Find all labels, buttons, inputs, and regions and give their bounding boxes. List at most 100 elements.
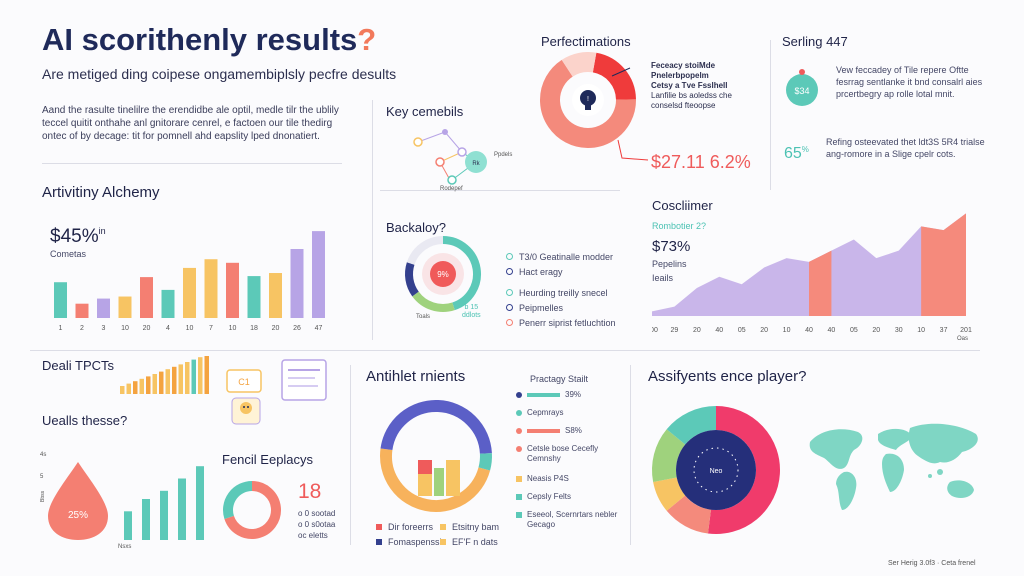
- activity-tick-label: 26: [293, 325, 301, 332]
- antihlet-legend: Dir foreerrs Etsitny bam Fomaspenssl EF'…: [376, 520, 514, 548]
- practagy-row: Cepmrays: [516, 408, 626, 418]
- antihlet-slice: [478, 453, 492, 471]
- assify-slice: [652, 429, 686, 482]
- cosclimmer-caption-2: Ieails: [652, 273, 674, 283]
- network-hub-label: Rk: [472, 161, 480, 167]
- assify-center-ring: [693, 447, 739, 493]
- page-title: AI scorithenly results?: [42, 22, 377, 57]
- practagy-row: 39%: [516, 390, 626, 400]
- perfect-slice: [592, 52, 636, 101]
- assify-slice: [653, 476, 686, 511]
- activity-bar: [226, 262, 239, 318]
- antihlet-slice: [380, 400, 492, 454]
- activity-bar: [54, 282, 67, 318]
- backaloy-slice: [406, 236, 444, 265]
- legend-item: Penerr siprist fetluchtion: [519, 317, 616, 328]
- cosclimmer-x-tick: 10: [783, 327, 791, 334]
- network-label: Ppdels: [494, 152, 512, 158]
- backaloy-slice: [405, 262, 419, 297]
- assify-slice: [707, 406, 780, 534]
- fencil-notes: o 0 sootad o 0 s0otaa oc eletts: [298, 509, 336, 540]
- cosclimmer-x-tick: 10: [917, 327, 925, 334]
- cosclimmer-x-tick: 40: [715, 327, 723, 334]
- activity-bar: [161, 289, 175, 318]
- network-node: [457, 147, 467, 157]
- practagy-label: Cetsle bose Cecefly Cemnshy: [527, 444, 599, 463]
- uealls-bottom-label: Nsxs: [118, 544, 131, 550]
- activity-tick-label: 3: [102, 325, 106, 332]
- fencil-slice: [224, 481, 281, 539]
- activity-caption: Cometas: [50, 249, 87, 259]
- world-map-icon: [809, 423, 978, 510]
- divider-v4: [630, 365, 631, 545]
- serling-text-1: Vew feccadey of Tile repere Oftte fesrra…: [836, 65, 983, 99]
- backaloy-title: Backaloy?: [386, 220, 446, 235]
- activity-tick-label: 10: [229, 325, 237, 332]
- divider-v1: [372, 100, 373, 340]
- assify-center: [676, 430, 756, 510]
- practagy-row: Cepsly Felts: [516, 492, 626, 502]
- cosclimmer-x-tick: 30: [895, 327, 903, 334]
- legend-item: T3/0 Geatinalle modder: [519, 251, 614, 262]
- legend-item: Peipmelles: [519, 302, 564, 313]
- cosclimmer-x-tick: 40: [828, 327, 836, 334]
- activity-bar: [312, 231, 325, 318]
- fencil-donut-chart: [223, 481, 281, 539]
- backaloy-legend: T3/0 Geatinalle modder Hact eragy Heurdi…: [506, 250, 616, 329]
- practagy-title: Practagy Stailt: [530, 374, 589, 384]
- antihlet-bar: [418, 460, 432, 474]
- legend-item: Hact eragy: [519, 266, 563, 277]
- backaloy-sub: b 15 ddlots: [462, 304, 481, 319]
- assify-slice: [666, 406, 717, 445]
- perfect-values: $27.11 6.2%: [651, 152, 751, 172]
- serling-title: Serling 447: [782, 34, 848, 49]
- perfect-donut-chart: !: [540, 52, 636, 148]
- divider-main: [30, 350, 980, 351]
- practagy-marker: [516, 512, 522, 518]
- deal-bar: [120, 386, 125, 394]
- activity-bar: [269, 273, 282, 318]
- serling-badge-value: $34: [794, 86, 809, 96]
- activity-bar: [290, 249, 304, 318]
- deal-title: Deali TPCTs: [42, 358, 115, 373]
- backaloy-center-value: 9%: [437, 270, 449, 279]
- activity-tick-label: 10: [121, 325, 129, 332]
- drop-value: 25%: [68, 510, 88, 521]
- cosclimmer-x-tick: 37: [940, 327, 948, 334]
- practagy-marker: [516, 446, 522, 452]
- practagy-marker: [516, 428, 522, 434]
- cosclimmer-x-tick: 201: [960, 327, 972, 334]
- perfect-title: Perfectimations: [541, 34, 631, 49]
- legend-item: EF'F n dats: [452, 536, 498, 547]
- practagy-marker: [516, 410, 522, 416]
- activity-tick-label: 4: [166, 325, 170, 332]
- antihlet-bar: [418, 474, 432, 496]
- deal-bar: [204, 356, 209, 394]
- legend-item: Heurding treilly snecel: [519, 287, 608, 298]
- deal-bar: [191, 359, 196, 394]
- uealls-bar: [124, 511, 132, 540]
- cosclimmer-x-tick: 05: [850, 327, 858, 334]
- network-hub: [465, 151, 487, 173]
- deal-bar: [172, 366, 177, 394]
- backaloy-slice: [412, 291, 455, 312]
- uealls-bar: [142, 499, 150, 540]
- deal-bar: [198, 357, 203, 394]
- antihlet-donut-chart: [380, 400, 492, 512]
- activity-tick-label: 20: [143, 325, 151, 332]
- antihlet-title: Antihlet rnients: [366, 368, 466, 385]
- perfect-callout-lines: [611, 67, 649, 161]
- cosclimmer-x-tick: 40: [805, 327, 813, 334]
- assify-donut-chart: Neo: [652, 406, 780, 534]
- activity-tick-label: 7: [209, 325, 213, 332]
- activity-tick-label: 10: [186, 325, 194, 332]
- antihlet-bar: [446, 460, 460, 496]
- network-label: Rodepef: [440, 186, 463, 192]
- network-node: [442, 129, 448, 135]
- intro-divider: [42, 163, 342, 164]
- practagy-row: S8%: [516, 426, 626, 436]
- uealls-title: Uealls thesse?: [42, 413, 128, 428]
- cosclimmer-x-tick: 20: [693, 327, 701, 334]
- deal-bar: [152, 374, 157, 394]
- activity-bar: [75, 303, 89, 318]
